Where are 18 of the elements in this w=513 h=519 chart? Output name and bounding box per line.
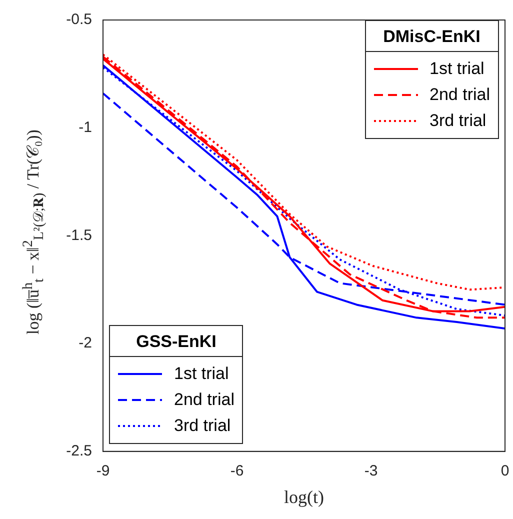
x-tick-label: 0 <box>500 462 510 480</box>
legend-label: 2nd trial <box>174 390 234 410</box>
legend-label: 2nd trial <box>430 85 490 105</box>
x-axis-title: log(t) <box>284 486 324 507</box>
legend-label: 1st trial <box>174 364 229 384</box>
legend-label: 1st trial <box>430 59 484 79</box>
legend-label: 3rd trial <box>430 111 486 131</box>
x-tick-label: -6 <box>230 462 244 480</box>
x-tick-label: -3 <box>364 462 378 480</box>
y-tick-label: -1.5 <box>66 226 92 244</box>
text: DMisC-EnKI <box>383 27 480 46</box>
y-tick-label: -2.5 <box>66 442 92 460</box>
x-tick-label: -9 <box>96 462 110 480</box>
y-tick-label: -0.5 <box>66 11 92 28</box>
legend-label: 3rd trial <box>174 416 231 436</box>
y-tick-label: -2 <box>78 334 92 352</box>
y-tick-label: -1 <box>78 118 92 136</box>
text: GSS-EnKI <box>136 332 216 351</box>
